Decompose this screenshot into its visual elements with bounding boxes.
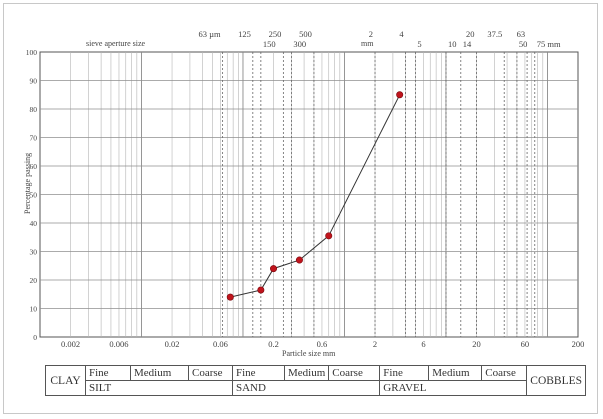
silt-coarse-cell: Coarse [188, 365, 233, 381]
sieve-label-lower: 5 [417, 39, 421, 49]
x-tick-label: 60 [521, 339, 530, 349]
y-tick-label: 80 [30, 105, 38, 114]
sand-cell: SAND [231, 380, 381, 396]
y-tick-label: 40 [30, 219, 38, 228]
sieve-label-lower: 14 [463, 39, 472, 49]
y-tick-label: 70 [30, 134, 38, 143]
chart-frame [3, 3, 598, 414]
soil-classification-table: CLAY Fine Medium Coarse Fine Medium Coar… [45, 365, 587, 396]
x-tick-label: 0.002 [61, 339, 80, 349]
x-tick-label: 0.06 [213, 339, 228, 349]
gravel-fine-cell: Fine [379, 365, 430, 381]
sieve-label-lower: 300 [293, 39, 306, 49]
grid [40, 52, 578, 337]
x-tick-label: 0.6 [317, 339, 328, 349]
x-tick-label: 2 [373, 339, 377, 349]
x-tick-label: 0.006 [109, 339, 128, 349]
silt-medium-cell: Medium [130, 365, 189, 381]
y-tick-label: 30 [30, 248, 38, 257]
data-point [226, 293, 234, 301]
y-tick-label: 10 [30, 305, 38, 314]
sand-medium-cell: Medium [283, 365, 330, 381]
x-tick-label: 200 [572, 339, 585, 349]
data-point [295, 256, 303, 264]
y-axis-ticks: 0 10 20 30 40 50 60 70 80 90 100 [26, 48, 38, 342]
clay-cell: CLAY [45, 365, 86, 396]
y-tick-label: 100 [26, 48, 38, 57]
y-tick-label: 90 [30, 77, 38, 86]
y-tick-label: 50 [30, 191, 38, 200]
silt-fine-cell: Fine [85, 365, 131, 381]
x-axis-ticks: 0.002 0.006 0.02 0.06 0.2 0.6 2 6 20 60 200 [61, 339, 584, 349]
data-point [325, 232, 333, 240]
sieve-label-lower: 150 [263, 39, 276, 49]
gravel-medium-cell: Medium [428, 365, 483, 381]
sieve-label-upper: 2 [369, 29, 373, 39]
x-tick-label: 20 [472, 339, 481, 349]
sieve-label-upper: 20 [466, 29, 475, 39]
y-axis-label: Percentage passing [23, 153, 32, 214]
sand-fine-cell: Fine [232, 365, 285, 381]
sieve-label-lower: 10 [448, 39, 457, 49]
sieve-label-upper: 125 [238, 29, 251, 39]
x-tick-label: 6 [421, 339, 425, 349]
y-tick-label: 20 [30, 276, 38, 285]
sieve-label-upper: 250 [269, 29, 282, 39]
x-axis-label: Particle size mm [282, 349, 336, 358]
sieve-label-upper: 63 [517, 29, 526, 39]
cobbles-cell: COBBLES [526, 365, 587, 396]
sieve-size-ticks: 63 µm 125 250 500 2 4 20 37.5 63 150 300 5 10 14 50 75 … [198, 29, 561, 49]
data-point [257, 286, 265, 294]
y-tick-label: 60 [30, 162, 38, 171]
sieve-label-lower: 50 [519, 39, 528, 49]
sieve-label-upper: 4 [399, 29, 404, 39]
series-layer [226, 91, 404, 301]
sieve-label-lower: 75 mm [537, 39, 561, 49]
data-point [270, 265, 278, 273]
silt-cell: SILT [85, 380, 233, 396]
top-axis-label: sieve aperture size [86, 39, 146, 48]
sand-coarse-cell: Coarse [328, 365, 381, 381]
data-point [396, 91, 404, 99]
sieve-label-upper: 63 µm [198, 29, 221, 39]
x-tick-label: 0.2 [268, 339, 279, 349]
y-tick-label: 0 [33, 333, 37, 342]
x-tick-label: 0.02 [165, 339, 180, 349]
gravel-cell: GRAVEL [379, 380, 528, 396]
sieve-label-upper: 37.5 [487, 29, 502, 39]
sieve-label-upper: 500 [299, 29, 312, 39]
grading-curve-line [230, 94, 401, 298]
gravel-coarse-cell: Coarse [481, 365, 528, 381]
top-axis-unit: mm [361, 39, 374, 48]
